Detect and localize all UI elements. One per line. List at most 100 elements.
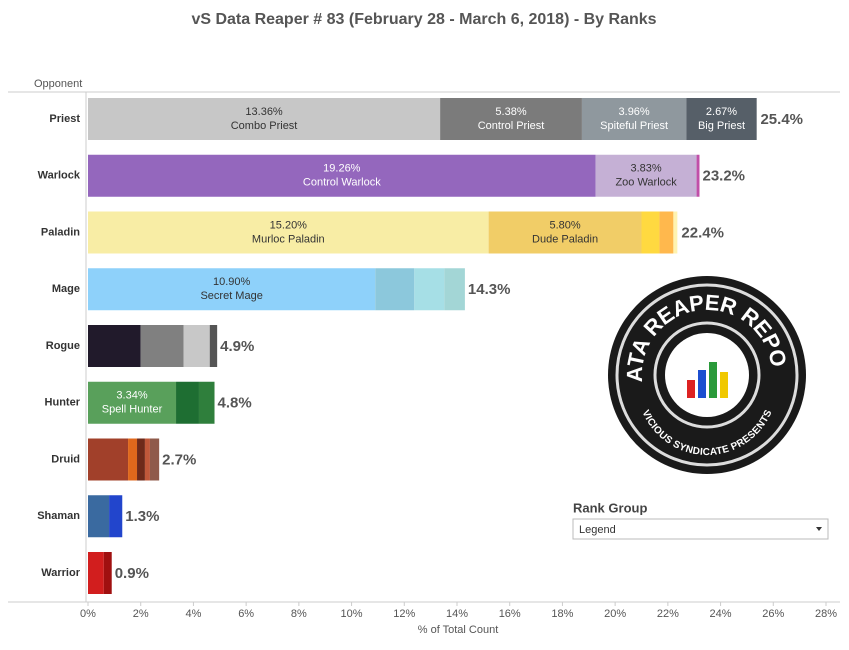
segment-name: Big Priest — [698, 120, 745, 132]
bar-segment — [581, 98, 687, 140]
legend-dropdown-text: Legend — [579, 524, 616, 536]
x-tick-label: 0% — [80, 608, 96, 620]
category-label: Shaman — [37, 510, 80, 522]
segment-name: Murloc Paladin — [252, 233, 325, 245]
legend-dropdown[interactable] — [572, 518, 829, 540]
bar-segment — [88, 211, 489, 254]
bars-layer: 13.36% Combo Priest 5.38% Control Priest 3.9… — [88, 98, 803, 594]
segment-name: Spiteful Priest — [600, 120, 668, 132]
segment-name: Secret Mage — [200, 290, 262, 302]
x-axis-label: % of Total Count — [418, 624, 499, 636]
bar-segment — [444, 268, 465, 311]
total-label: 2.7% — [162, 451, 196, 468]
total-label: 22.4% — [681, 224, 724, 241]
x-tick-label: 26% — [762, 608, 784, 620]
bar-segment — [88, 268, 376, 311]
x-tick-label: 4% — [185, 608, 201, 620]
bar-segment — [641, 211, 660, 254]
category-label: Druid — [51, 453, 80, 465]
bar-segment — [88, 154, 596, 197]
data-label: 3.83% — [631, 163, 662, 175]
category-label: Priest — [49, 113, 80, 125]
bar-segment — [88, 98, 441, 140]
data-label: 5.80% — [549, 219, 580, 231]
x-tick-label: 14% — [446, 608, 468, 620]
bar-segment — [659, 211, 674, 254]
bar-segment — [696, 154, 700, 197]
bar-segment — [88, 438, 129, 481]
total-label: 4.9% — [220, 338, 254, 355]
bar-segment — [440, 98, 582, 140]
total-label: 4.8% — [218, 395, 252, 412]
bar-segment — [183, 325, 210, 367]
data-label: 2.67% — [706, 106, 737, 118]
category-label: Warrior — [41, 567, 80, 579]
total-label: 25.4% — [760, 111, 803, 128]
segment-name: Spell Hunter — [102, 404, 163, 416]
bar-segment — [375, 268, 415, 311]
bar-segment — [103, 552, 112, 594]
bar-segment — [198, 381, 215, 424]
x-tick-label: 24% — [710, 608, 732, 620]
bar-segment — [176, 381, 199, 424]
data-label: 19.26% — [323, 163, 361, 175]
x-tick-label: 2% — [133, 608, 149, 620]
x-tick-label: 18% — [551, 608, 573, 620]
bar-segment — [140, 325, 184, 367]
bar-segment — [144, 438, 150, 481]
bar-segment — [209, 325, 218, 367]
segment-name: Dude Paladin — [532, 233, 598, 245]
category-label: Mage — [52, 283, 80, 295]
data-label: 13.36% — [245, 106, 283, 118]
data-label: 15.20% — [270, 219, 308, 231]
total-label: 1.3% — [125, 508, 159, 525]
x-tick-label: 20% — [604, 608, 626, 620]
logo-icon — [720, 372, 728, 398]
bar-segment — [673, 211, 678, 254]
bar-segment — [88, 495, 110, 538]
logo-icon — [687, 380, 695, 398]
segment-name: Combo Priest — [231, 120, 298, 132]
x-tick-label: 12% — [393, 608, 415, 620]
logo-ring — [615, 283, 799, 467]
total-label: 23.2% — [702, 168, 745, 185]
total-label: 14.3% — [468, 281, 511, 298]
data-label: 5.38% — [495, 106, 526, 118]
segment-name: Control Priest — [478, 120, 545, 132]
category-label: Hunter — [45, 397, 81, 409]
category-label: Paladin — [41, 226, 80, 238]
y-axis-label: Opponent — [34, 78, 82, 90]
chart-title: vS Data Reaper # 83 (February 28 - March… — [191, 11, 656, 28]
data-label: 10.90% — [213, 276, 251, 288]
bar-segment — [88, 381, 177, 424]
bar-segment — [88, 325, 141, 367]
segment-name: Zoo Warlock — [615, 177, 677, 189]
bar-segment — [686, 98, 757, 140]
category-label: Warlock — [38, 170, 81, 182]
x-tick-label: 8% — [291, 608, 307, 620]
logo-icon — [709, 362, 717, 398]
legend-title: Rank Group — [573, 500, 647, 515]
x-tick-label: 6% — [238, 608, 254, 620]
x-tick-label: 28% — [815, 608, 837, 620]
total-label: 0.9% — [115, 565, 149, 582]
bar-segment — [137, 438, 145, 481]
x-tick-label: 22% — [657, 608, 679, 620]
x-tick-label: 16% — [499, 608, 521, 620]
bar-segment — [88, 552, 104, 594]
segment-name: Control Warlock — [303, 177, 381, 189]
x-tick-label: 10% — [341, 608, 363, 620]
data-label: 3.96% — [619, 106, 650, 118]
logo-center — [665, 333, 749, 417]
bar-segment — [595, 154, 697, 197]
logo-ring — [653, 321, 761, 429]
bar-segment — [149, 438, 160, 481]
category-label: Rogue — [46, 340, 80, 352]
data-label: 3.34% — [116, 390, 147, 402]
bar-segment — [414, 268, 445, 311]
bar-segment — [109, 495, 123, 538]
logo-icon — [698, 370, 706, 398]
dropdown-arrow — [816, 527, 822, 531]
bar-segment — [128, 438, 138, 481]
